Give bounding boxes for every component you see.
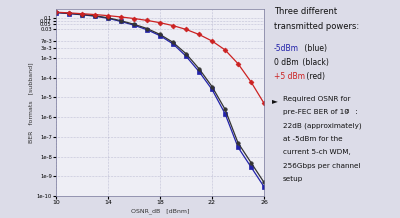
Text: Required OSNR for: Required OSNR for — [283, 96, 350, 102]
Text: (red): (red) — [304, 72, 325, 82]
Text: :: : — [353, 109, 358, 115]
Text: pre-FEC BER of 10: pre-FEC BER of 10 — [283, 109, 349, 115]
Text: transmitted powers:: transmitted powers: — [274, 22, 359, 31]
Text: (black): (black) — [300, 58, 329, 67]
Text: 0 dBm: 0 dBm — [274, 58, 299, 67]
Text: Three different: Three different — [274, 7, 337, 15]
Text: ►: ► — [272, 96, 278, 105]
Text: -3: -3 — [345, 109, 350, 114]
Text: -5dBm: -5dBm — [274, 44, 299, 53]
Text: +5 dBm: +5 dBm — [274, 72, 305, 82]
X-axis label: OSNR_dB   [dBnm]: OSNR_dB [dBnm] — [131, 208, 189, 214]
Text: current 5-ch WDM,: current 5-ch WDM, — [283, 149, 350, 155]
Text: 256Gbps per channel: 256Gbps per channel — [283, 163, 360, 169]
Text: (blue): (blue) — [302, 44, 327, 53]
Text: setup: setup — [283, 176, 303, 182]
Text: 22dB (approximately): 22dB (approximately) — [283, 123, 362, 129]
Y-axis label: BER   formats   [subband]: BER formats [subband] — [29, 62, 34, 143]
Text: at -5dBm for the: at -5dBm for the — [283, 136, 342, 142]
